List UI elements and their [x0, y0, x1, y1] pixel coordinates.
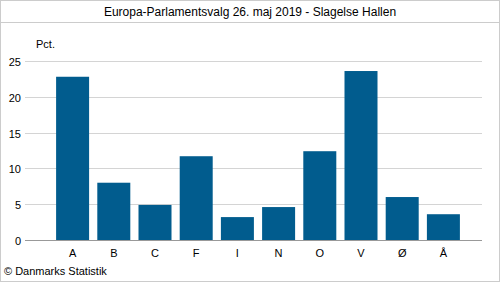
title: Europa-Parlamentsvalg 26. maj 2019 - Sla… — [104, 5, 396, 19]
x-tick-label: V — [357, 247, 365, 259]
x-tick-label: Å — [440, 247, 448, 259]
y-tick-label: 20 — [9, 92, 21, 104]
grid-line — [25, 61, 482, 62]
bar — [221, 217, 254, 240]
x-tick-label: Ø — [398, 247, 407, 259]
x-tick-label: B — [110, 247, 117, 259]
chart: Europa-Parlamentsvalg 26. maj 2019 - Sla… — [0, 0, 500, 282]
x-tick-label: F — [193, 247, 200, 259]
y-tick-label: 25 — [9, 56, 21, 68]
x-tick-label: N — [275, 247, 283, 259]
title-rule — [0, 22, 500, 23]
grid-line — [25, 240, 482, 241]
bar — [303, 151, 336, 240]
frame — [1, 1, 500, 282]
y-tick-label: 10 — [9, 163, 21, 175]
bar — [427, 214, 460, 240]
grid-line — [25, 133, 482, 134]
grid-line — [25, 97, 482, 98]
bar — [139, 205, 172, 240]
bar — [386, 197, 419, 240]
y-tick-label: 15 — [9, 128, 21, 140]
bars — [56, 71, 460, 240]
bar — [180, 156, 213, 240]
y-tick-label: 5 — [15, 199, 21, 211]
bar — [262, 207, 295, 240]
x-tick-label: C — [151, 247, 159, 259]
y-tick-label: 0 — [15, 235, 21, 247]
x-tick-label: A — [69, 247, 77, 259]
bar — [56, 77, 89, 240]
y-label: Pct. — [36, 38, 55, 50]
bar — [97, 183, 130, 240]
footer: © Danmarks Statistik — [4, 265, 107, 277]
grid-line — [25, 168, 482, 169]
x-tick-label: O — [316, 247, 325, 259]
x-tick-label: I — [236, 247, 239, 259]
bar — [345, 71, 378, 240]
